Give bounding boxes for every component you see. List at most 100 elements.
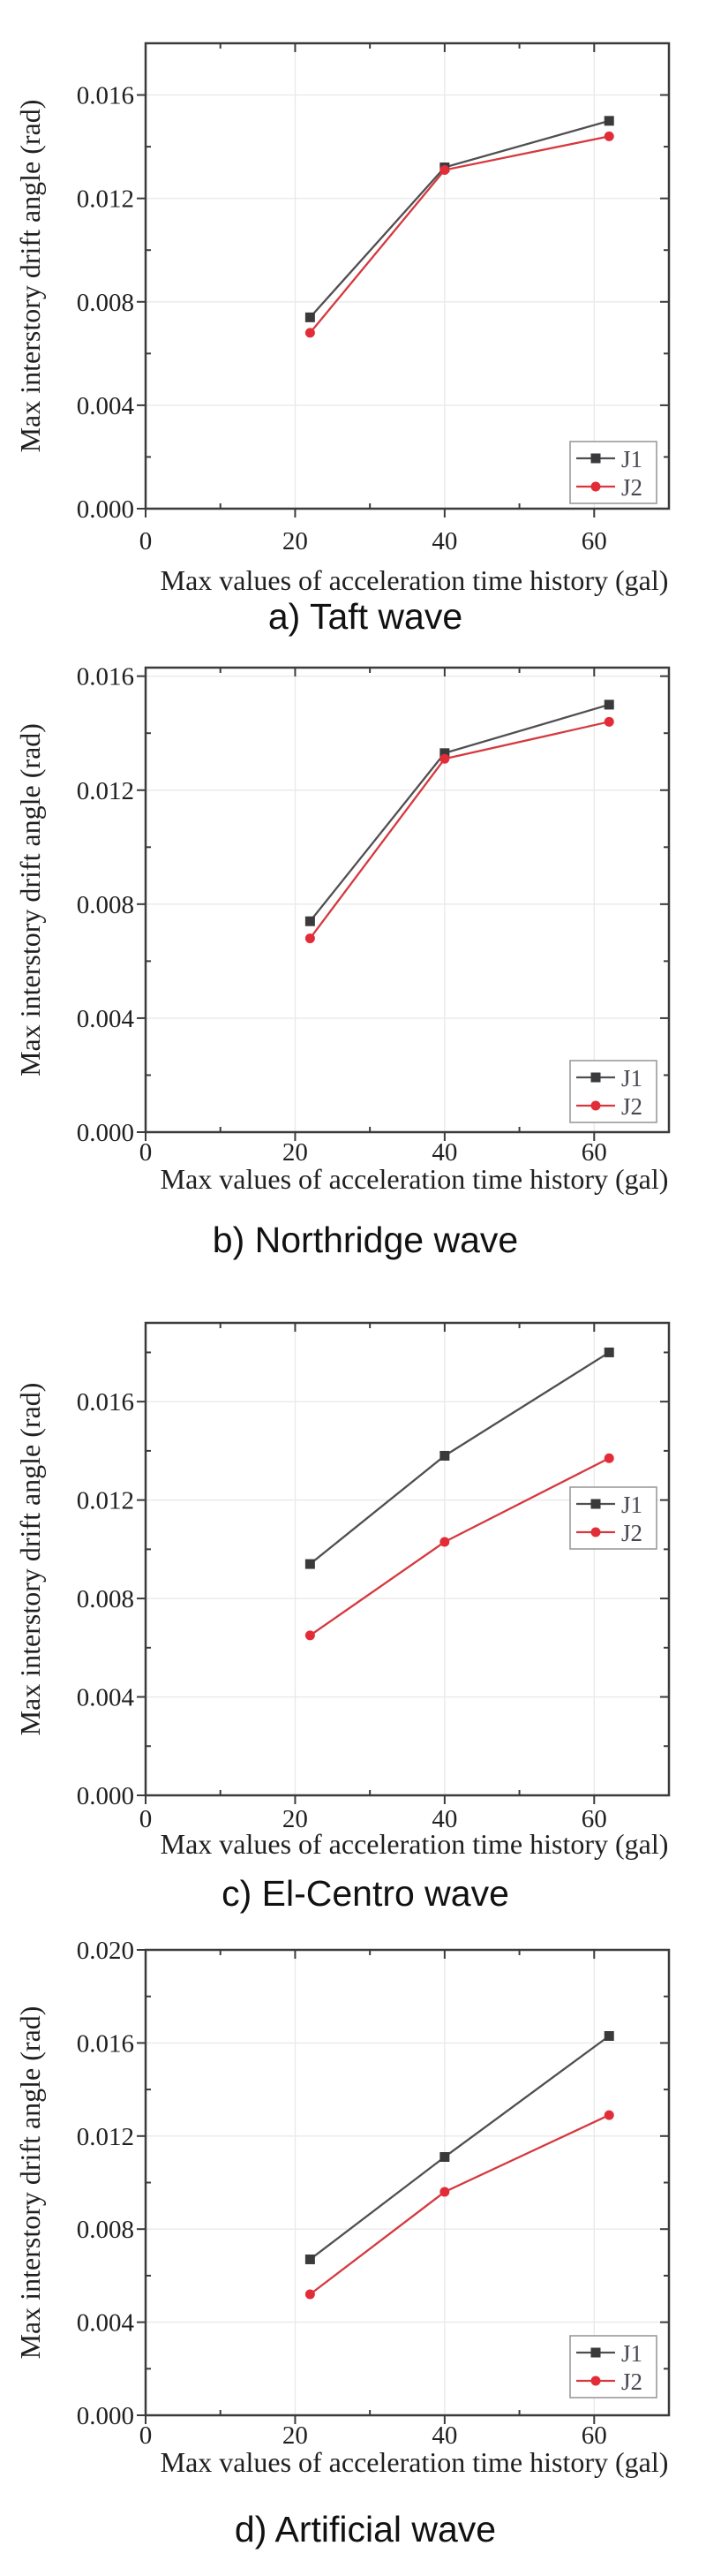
y-tick-label: 0.016 (77, 82, 134, 110)
y-tick-label: 0.012 (77, 185, 134, 214)
circle-marker (604, 716, 614, 727)
y-tick-label: 0.004 (77, 1005, 135, 1033)
y-tick-label: 0.000 (77, 1782, 134, 1810)
circle-marker (304, 328, 315, 338)
gridlines (146, 43, 669, 509)
y-tick-label: 0.016 (77, 663, 134, 691)
x-axis-label: Max values of acceleration time history … (161, 1163, 669, 1195)
series-line-J2 (309, 2114, 610, 2295)
legend-label-J2: J2 (621, 474, 642, 501)
series-line-J1 (309, 2035, 610, 2261)
y-tick-label: 0.004 (77, 1684, 135, 1712)
series-J1 (304, 2030, 614, 2264)
series-J1 (304, 699, 614, 926)
x-tick-label: 60 (582, 1138, 607, 1167)
y-tick-label: 0.012 (77, 1487, 134, 1515)
caption-el-centro-wave: c) El-Centro wave (222, 1873, 509, 1914)
circle-marker (590, 1527, 601, 1537)
chart-d: 0 20 40 60 0.000 0.004 0.008 0.012 0.016 0.020 Max… (14, 1937, 671, 2478)
ticks (137, 668, 669, 1141)
legend-box (569, 441, 657, 504)
x-tick-label: 0 (139, 1138, 153, 1167)
x-axis-label: Max values of acceleration time history … (161, 2446, 669, 2478)
legend-label-J2: J2 (621, 1093, 642, 1120)
ticks (137, 1323, 669, 1804)
x-tick-label: 20 (282, 527, 308, 555)
circle-marker (590, 1100, 601, 1111)
gridlines (146, 1323, 669, 1795)
y-tick-label: 0.016 (77, 1388, 134, 1416)
square-marker (304, 312, 315, 322)
y-axis-label: Max interstory drift angle (rad) (14, 1383, 46, 1736)
square-marker (304, 2254, 315, 2264)
x-tick-label: 40 (432, 2421, 457, 2450)
y-tick-label: 0.008 (77, 2216, 134, 2244)
square-marker (590, 1499, 601, 1509)
y-tick-label: 0.000 (77, 2402, 134, 2430)
y-tick-label: 0.004 (77, 2309, 135, 2338)
square-marker (439, 2152, 450, 2163)
square-marker (604, 116, 614, 126)
square-marker (439, 748, 450, 759)
gridlines (146, 1950, 669, 2415)
tick-labels: 0 20 40 60 0.000 0.004 0.008 0.012 0.016 (77, 663, 607, 1167)
plot-frame (144, 42, 671, 510)
ticks (137, 1949, 669, 2424)
square-marker (590, 2347, 601, 2358)
circle-marker (304, 933, 315, 944)
x-tick-label: 60 (582, 1805, 607, 1833)
y-tick-label: 0.008 (77, 891, 134, 919)
x-tick-label: 0 (139, 1805, 153, 1833)
square-marker (439, 1450, 450, 1461)
square-marker (604, 1347, 614, 1357)
y-axis-label: Max interstory drift angle (rad) (14, 723, 46, 1076)
x-tick-label: 40 (432, 1138, 457, 1167)
circle-marker (304, 2289, 315, 2300)
x-tick-label: 60 (582, 527, 607, 555)
y-tick-label: 0.008 (77, 1585, 134, 1613)
series-line-J1 (309, 1351, 610, 1565)
y-tick-label: 0.000 (77, 495, 134, 524)
chart-c: 0 20 40 60 0.000 0.004 0.008 0.012 0.016 Max valu… (14, 1321, 671, 1860)
y-tick-label: 0.020 (77, 1937, 134, 1965)
plot-frame (144, 666, 671, 1134)
y-tick-label: 0.012 (77, 2123, 134, 2151)
legend-label-J1: J1 (621, 1492, 642, 1518)
y-tick-label: 0.008 (77, 289, 134, 317)
circle-marker (439, 2187, 450, 2197)
gridlines (146, 668, 669, 1132)
circle-marker (590, 481, 601, 492)
x-tick-label: 0 (139, 527, 153, 555)
series-J2 (304, 1453, 614, 1641)
y-axis-label: Max interstory drift angle (rad) (14, 2006, 46, 2360)
caption-northridge-wave: b) Northridge wave (212, 1220, 519, 1260)
tick-labels: 0 20 40 60 0.000 0.004 0.008 0.012 0.016 (77, 1388, 607, 1833)
tick-labels: 0 20 40 60 0.000 0.004 0.008 0.012 0.016 0.020 (77, 1937, 607, 2450)
square-marker (590, 1072, 601, 1083)
legend-label-J2: J2 (621, 2368, 642, 2395)
legend-label-J2: J2 (621, 1520, 642, 1546)
y-tick-label: 0.012 (77, 777, 134, 805)
series-line-J2 (309, 721, 610, 940)
series-line-J1 (309, 703, 610, 922)
circle-marker (439, 753, 450, 764)
legend-box (569, 2335, 657, 2398)
x-tick-label: 40 (432, 527, 457, 555)
series-J2 (304, 2110, 614, 2300)
legend-label-J1: J1 (621, 2340, 642, 2367)
ticks (137, 43, 669, 517)
circle-marker (590, 2376, 601, 2386)
series-line-J2 (309, 1457, 610, 1636)
series-line-J2 (309, 135, 610, 334)
square-marker (304, 1559, 315, 1569)
y-tick-label: 0.000 (77, 1119, 134, 1147)
y-axis-label: Max interstory drift angle (rad) (14, 100, 46, 453)
legend-label-J1: J1 (621, 446, 642, 472)
chart-a: 0 20 40 60 0.000 0.004 0.008 0.012 0.016 Max valu… (14, 42, 671, 596)
circle-marker (604, 131, 614, 141)
legend-label-J1: J1 (621, 1065, 642, 1092)
